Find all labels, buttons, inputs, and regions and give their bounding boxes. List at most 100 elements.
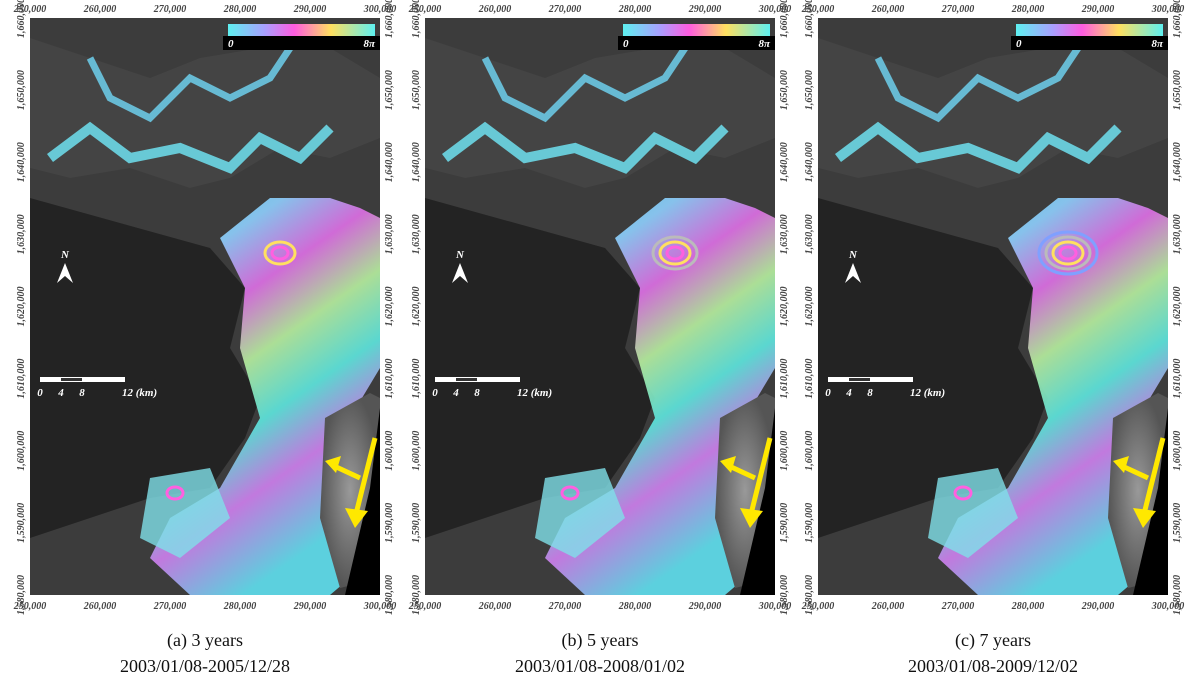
colorbar-max: 8π	[363, 38, 376, 50]
x-tick-label: 280,000	[1011, 4, 1045, 15]
x-tick-label: 270,000	[941, 4, 975, 15]
arrow-head	[740, 508, 763, 528]
scale-label: 12 (km)	[910, 387, 945, 399]
y-tick-label: 1,650,000	[16, 70, 27, 110]
no-data	[740, 408, 775, 595]
x-tick-label: 280,000	[223, 601, 257, 612]
y-tick-label: 1,620,000	[804, 287, 815, 327]
y-tick-label: 1,620,000	[1172, 287, 1183, 327]
y-tick-label: 1,650,000	[411, 70, 422, 110]
caption: (a) 3 years	[167, 630, 243, 651]
colorbar-box	[1011, 36, 1168, 50]
colorbar-min: 0	[623, 38, 629, 50]
arrow-head	[1133, 508, 1156, 528]
scale-label: 0	[432, 387, 438, 399]
y-tick-label: 1,580,000	[804, 575, 815, 615]
x-tick-label: 290,000	[293, 601, 327, 612]
y-tick-label: 1,630,000	[804, 214, 815, 254]
channels	[481, 46, 688, 123]
sea	[818, 198, 1048, 538]
map-panel: 0 8π N 0 4 8 12 (km) 250,000 250,000 260,000 260,0…	[13, 0, 397, 615]
y-tick-label: 1,580,000	[779, 575, 790, 615]
scale-bar-seg	[849, 378, 870, 381]
y-tick-label: 1,600,000	[384, 431, 395, 471]
y-tick-label: 1,580,000	[16, 575, 27, 615]
y-tick-label: 1,620,000	[16, 287, 27, 327]
y-tick-label: 1,600,000	[1172, 431, 1183, 471]
channels	[442, 121, 729, 174]
y-tick-label: 1,580,000	[1172, 575, 1183, 615]
x-tick-label: 290,000	[1081, 601, 1115, 612]
fringe	[560, 485, 580, 501]
y-tick-label: 1,630,000	[411, 214, 422, 254]
arrow-head	[325, 456, 341, 473]
caption: (c) 7 years	[955, 630, 1031, 651]
fringe	[1037, 230, 1099, 276]
scale-label: 4	[845, 387, 852, 399]
fringe	[953, 485, 973, 501]
x-tick-label: 290,000	[688, 4, 722, 15]
y-tick-label: 1,650,000	[384, 70, 395, 110]
x-tick-label: 280,000	[618, 4, 652, 15]
y-tick-label: 1,600,000	[779, 431, 790, 471]
y-tick-label: 1,660,000	[411, 0, 422, 38]
x-tick-label: 280,000	[1011, 601, 1045, 612]
colorbar-max: 8π	[758, 38, 771, 50]
y-tick-label: 1,590,000	[804, 503, 815, 543]
arrow-head	[1113, 456, 1129, 473]
x-tick-label: 250,000	[408, 601, 442, 612]
scale-label: 0	[37, 387, 43, 399]
x-tick-label: 270,000	[153, 601, 187, 612]
lower-branch	[140, 468, 230, 558]
x-tick-label: 250,000	[801, 4, 835, 15]
fringe	[270, 245, 290, 261]
fringe	[1058, 245, 1078, 261]
x-tick-label: 250,000	[408, 4, 442, 15]
colorbar	[228, 24, 375, 36]
y-tick-label: 1,650,000	[1172, 70, 1183, 110]
x-tick-label: 260,000	[871, 4, 905, 15]
x-tick-label: 300,000	[758, 601, 792, 612]
x-tick-label: 270,000	[941, 601, 975, 612]
x-tick-label: 280,000	[223, 4, 257, 15]
map-panel: 0 8π N 0 4 8 12 (km) 250,000 250,000 260,000 260,0…	[801, 0, 1185, 615]
fringe	[1051, 240, 1085, 266]
sea	[30, 198, 260, 538]
no-data	[345, 408, 380, 595]
scale-bar	[435, 377, 520, 382]
y-tick-label: 1,600,000	[16, 431, 27, 471]
y-tick-label: 1,660,000	[779, 0, 790, 38]
scale-label: 8	[867, 387, 873, 399]
x-tick-label: 280,000	[618, 601, 652, 612]
arrow-head	[345, 508, 368, 528]
scale-bar	[828, 377, 913, 382]
channels	[835, 121, 1122, 174]
north-label: N	[60, 249, 70, 261]
x-tick-label: 300,000	[363, 4, 397, 15]
y-tick-label: 1,640,000	[779, 142, 790, 182]
scale-label: 4	[57, 387, 64, 399]
scale-label: 8	[474, 387, 480, 399]
channels	[47, 121, 334, 174]
x-tick-label: 260,000	[871, 601, 905, 612]
y-tick-label: 1,600,000	[804, 431, 815, 471]
caption-dates: 2003/01/08-2005/12/28	[120, 656, 290, 676]
fringe	[263, 240, 297, 266]
fringe	[665, 245, 685, 261]
x-tick-label: 270,000	[153, 4, 187, 15]
x-tick-label: 300,000	[758, 4, 792, 15]
caption-dates: 2003/01/08-2009/12/02	[908, 656, 1078, 676]
colorbar-min: 0	[228, 38, 234, 50]
scale-label: 4	[452, 387, 459, 399]
y-tick-label: 1,640,000	[384, 142, 395, 182]
x-tick-label: 250,000	[801, 601, 835, 612]
fringe	[1044, 235, 1092, 271]
fringe	[165, 485, 185, 501]
x-tick-label: 250,000	[13, 601, 47, 612]
north-label: N	[848, 249, 858, 261]
arrow-head	[720, 456, 736, 473]
y-tick-label: 1,590,000	[779, 503, 790, 543]
x-tick-label: 300,000	[1151, 601, 1185, 612]
y-tick-label: 1,660,000	[1172, 0, 1183, 38]
